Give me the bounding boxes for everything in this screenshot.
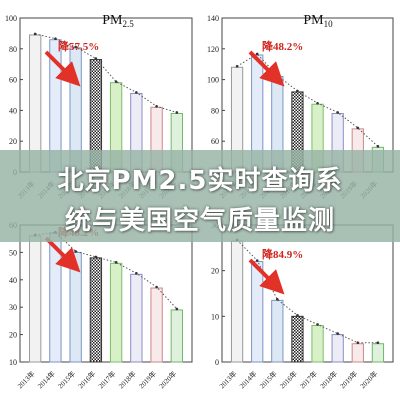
y-tick-label: 100	[5, 14, 17, 23]
x-tick-label: 2014年	[237, 369, 258, 390]
trend-point	[175, 307, 179, 311]
bar	[291, 315, 304, 363]
trend-point	[316, 323, 319, 326]
x-tick-label: 2018年	[117, 369, 138, 390]
trend-point	[356, 341, 360, 345]
trend-line	[236, 239, 378, 344]
bar	[251, 261, 264, 363]
trend-point	[74, 250, 77, 253]
y-tick-label: 60	[211, 137, 219, 146]
trend-point	[336, 332, 339, 335]
trend-point	[54, 37, 57, 41]
trend-point	[376, 341, 380, 345]
decline-annotation: 降48.2%	[262, 39, 303, 53]
banner-title-line-2: 统与美国空气质量监测	[64, 206, 335, 236]
trend-point	[296, 89, 299, 93]
bar	[150, 287, 163, 363]
y-tick-label: 20	[9, 331, 17, 340]
trend-point	[255, 259, 259, 262]
trend-point	[94, 57, 98, 60]
x-tick-label: 2017年	[96, 369, 117, 390]
trend-point	[316, 101, 319, 105]
title-banner	[0, 150, 400, 242]
y-tick-label: 40	[9, 276, 17, 285]
x-tick-label: 2016年	[278, 369, 299, 390]
bar	[69, 251, 82, 363]
plot-frame	[19, 224, 193, 363]
bar	[331, 334, 344, 363]
trend-line	[236, 53, 379, 147]
trend-point	[155, 105, 158, 108]
trend-point	[175, 111, 179, 114]
bar	[89, 257, 103, 363]
bar	[271, 299, 284, 363]
x-tick-label: 2017年	[298, 369, 319, 390]
bar	[130, 273, 143, 363]
x-tick-label: 2019年	[338, 369, 359, 390]
trend-point	[356, 126, 360, 130]
trend-point	[336, 111, 339, 114]
y-tick-label: 40	[9, 106, 17, 115]
chart-panel-3: 1020304050602013年2014年2015年2016年2017年201…	[9, 221, 193, 390]
decline-arrow	[44, 50, 81, 87]
y-tick-label: 80	[211, 106, 219, 115]
y-tick-label: 60	[9, 76, 17, 85]
y-tick-label: 20	[9, 137, 17, 146]
y-tick-label: 20	[211, 267, 219, 276]
trend-point	[135, 91, 138, 94]
x-tick-label: 2018年	[318, 369, 339, 390]
trend-point	[235, 64, 239, 68]
trend-point	[296, 314, 299, 317]
trend-point	[255, 52, 259, 56]
y-tick-label: 10	[211, 312, 219, 321]
y-tick-label: 50	[9, 248, 17, 257]
trend-point	[94, 255, 98, 259]
trend-point	[114, 80, 118, 83]
y-tick-label: 80	[9, 45, 17, 54]
chart-panel-4: 01020302013年2014年2015年2016年2017年2018年201…	[211, 221, 394, 390]
trend-point	[74, 45, 77, 49]
chart-title: PM10	[303, 13, 333, 29]
x-tick-label: 2020年	[358, 369, 379, 390]
chart-title: PM2.5	[102, 13, 134, 29]
decline-annotation: 降84.9%	[262, 247, 303, 261]
x-tick-label: 2013年	[15, 369, 36, 390]
bar	[371, 343, 385, 363]
x-tick-label: 2015年	[258, 369, 279, 390]
trend-point	[33, 32, 37, 36]
decline-arrow	[248, 50, 285, 87]
trend-point	[376, 145, 380, 148]
trend-line	[35, 33, 177, 113]
trend-point	[114, 261, 118, 264]
decline-annotation: 降57.5%	[58, 39, 99, 53]
decline-arrow	[248, 258, 285, 295]
bar	[170, 309, 183, 363]
plot-frame	[221, 224, 394, 363]
bar	[311, 324, 324, 363]
y-tick-label: 10	[9, 358, 17, 367]
banner-title-line-1: 北京PM2.5实时查询系	[57, 166, 343, 196]
plot-frame	[221, 17, 394, 173]
x-tick-label: 2015年	[56, 369, 77, 390]
bar	[230, 240, 244, 363]
y-tick-label: 120	[207, 45, 219, 54]
y-tick-label: 30	[9, 303, 17, 312]
trend-point	[276, 298, 279, 301]
plot-frame	[19, 17, 193, 173]
y-tick-label: 0	[215, 358, 219, 367]
x-tick-label: 2013年	[217, 369, 238, 390]
trend-point	[135, 272, 138, 275]
x-tick-label: 2020年	[157, 369, 178, 390]
trend-point	[155, 285, 158, 289]
x-tick-label: 2016年	[76, 369, 97, 390]
decline-arrow	[44, 236, 81, 273]
y-tick-label: 100	[207, 76, 219, 85]
bar	[109, 262, 123, 363]
y-tick-label: 140	[207, 14, 219, 23]
bar	[29, 235, 42, 363]
bar	[351, 343, 364, 363]
x-tick-label: 2019年	[137, 369, 158, 390]
x-tick-label: 2014年	[36, 369, 57, 390]
